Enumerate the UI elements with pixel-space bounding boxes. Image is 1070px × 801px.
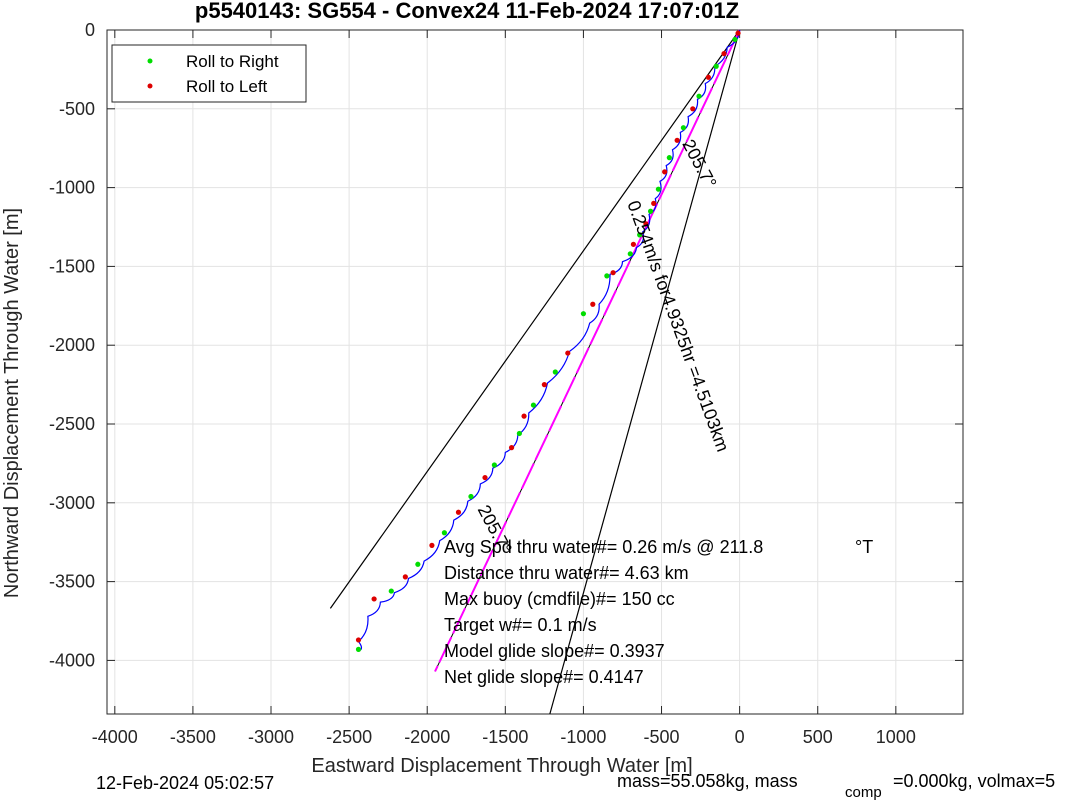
x-tick-label: -4000 bbox=[92, 727, 138, 747]
roll-right-point bbox=[627, 251, 633, 257]
y-tick-label: 0 bbox=[85, 20, 95, 40]
roll-right-point bbox=[491, 462, 497, 468]
roll-right-point bbox=[441, 530, 448, 536]
x-tick-label: 1000 bbox=[876, 727, 916, 747]
roll-left-point bbox=[690, 106, 696, 112]
annotation-target-w: Target w#= 0.1 m/s bbox=[444, 615, 597, 635]
y-tick-label: -4000 bbox=[49, 650, 95, 670]
roll-right-point bbox=[355, 646, 362, 652]
y-axis-label: Northward Displacement Through Water [m] bbox=[1, 208, 23, 598]
annotation-unit: °T bbox=[855, 537, 873, 557]
roll-right-point bbox=[680, 125, 686, 131]
x-axis-label: Eastward Displacement Through Water [m] bbox=[311, 755, 692, 777]
roll-right-point bbox=[655, 186, 662, 192]
roll-left-point bbox=[455, 509, 462, 515]
roll-right-point bbox=[388, 588, 394, 594]
y-tick-label: -2000 bbox=[49, 335, 95, 355]
footer-mass-rest: =0.000kg, volmax=5 bbox=[893, 771, 1055, 791]
roll-left-point bbox=[371, 596, 377, 602]
roll-left-point bbox=[643, 221, 649, 227]
roll-right-point bbox=[415, 561, 421, 567]
annotation-block: Avg Spd thru water#= 0.26 m/s @ 211.8 °T… bbox=[444, 537, 873, 687]
legend-marker-roll-right bbox=[147, 58, 153, 64]
line-labels: 205.7°205.7°0.254m/s for4.9325hr =4.5103… bbox=[474, 136, 733, 557]
y-tick-label: -1500 bbox=[49, 256, 95, 276]
x-tick-label: -1000 bbox=[560, 727, 606, 747]
annotation-distance: Distance thru water#= 4.63 km bbox=[444, 563, 689, 583]
annotation-avg-speed: Avg Spd thru water#= 0.26 m/s @ 211.8 bbox=[444, 537, 763, 557]
x-tick-label: -3000 bbox=[248, 727, 294, 747]
footer-date: 12-Feb-2024 05:02:57 bbox=[96, 773, 274, 793]
roll-right-point bbox=[530, 402, 537, 408]
y-tick-label: -3500 bbox=[49, 572, 95, 592]
line-label-1: 205.7° bbox=[678, 136, 720, 192]
roll-left-point bbox=[402, 574, 408, 580]
roll-right-point bbox=[637, 232, 643, 238]
legend-label-roll-left: Roll to Left bbox=[186, 77, 268, 96]
y-tick-label: -500 bbox=[59, 99, 95, 119]
grid bbox=[107, 29, 963, 714]
line-label-2: 0.254m/s for4.9325hr =4.5103km bbox=[623, 198, 733, 454]
roll-right-point bbox=[516, 430, 522, 437]
roll-left-point bbox=[610, 270, 616, 276]
wedge-lines bbox=[329, 29, 741, 715]
y-tick-labels: 0 -500 -1000 -1500 -2000 -2500 -3000 -3500 -4000 bbox=[49, 20, 95, 670]
y-tick-label: -3000 bbox=[49, 493, 95, 513]
roll-left-point bbox=[674, 137, 680, 143]
x-tick-label: -2500 bbox=[326, 727, 372, 747]
roll-left-point bbox=[590, 301, 596, 307]
roll-left-point bbox=[541, 382, 547, 388]
roll-left-point bbox=[508, 445, 515, 451]
roll-right-point bbox=[552, 369, 558, 375]
roll-left-point bbox=[482, 474, 488, 481]
legend-label-roll-right: Roll to Right bbox=[186, 52, 279, 71]
y-tick-label: -1000 bbox=[49, 178, 95, 198]
x-tick-label: -3500 bbox=[170, 727, 216, 747]
roll-left-point bbox=[705, 74, 711, 80]
roll-left-point bbox=[521, 413, 527, 419]
annotation-max-buoy: Max buoy (cmdfile)#= 150 cc bbox=[444, 589, 675, 609]
annotation-net-glide-slope: Net glide slope#= 0.4147 bbox=[444, 667, 644, 687]
wedge-line-1 bbox=[549, 29, 741, 715]
roll-right-point bbox=[666, 155, 672, 161]
legend: Roll to Right Roll to Left bbox=[111, 44, 307, 103]
roll-left-point bbox=[565, 350, 571, 356]
legend-marker-roll-left bbox=[147, 83, 153, 89]
roll-left-point bbox=[651, 200, 657, 206]
footer-mass-subscript: comp bbox=[845, 784, 882, 801]
x-tick-label: -500 bbox=[644, 727, 680, 747]
chart-title: p5540143: SG554 - Convex24 11-Feb-2024 1… bbox=[195, 0, 739, 23]
roll-right-point bbox=[468, 493, 474, 500]
roll-left-point bbox=[355, 637, 362, 643]
x-tick-label: 500 bbox=[803, 727, 833, 747]
roll-left-point bbox=[721, 51, 727, 57]
roll-left-point bbox=[735, 30, 741, 36]
roll-right-point bbox=[732, 36, 738, 43]
x-tick-label: -2000 bbox=[404, 727, 450, 747]
roll-right-point bbox=[647, 208, 654, 214]
plot-area-frame bbox=[106, 29, 964, 715]
roll-right-point bbox=[604, 273, 610, 279]
x-tick-label: 0 bbox=[735, 727, 745, 747]
roll-left-point bbox=[630, 241, 637, 247]
wedge-line-0 bbox=[329, 29, 741, 609]
footer-mass: mass=55.058kg, mass bbox=[617, 771, 798, 791]
roll-right-point bbox=[713, 63, 719, 69]
legend-box bbox=[111, 44, 307, 103]
heading-line bbox=[434, 29, 741, 672]
x-tick-label: -1500 bbox=[482, 727, 528, 747]
heading-line-magenta bbox=[434, 29, 741, 672]
roll-markers bbox=[355, 30, 741, 652]
roll-right-point bbox=[696, 93, 702, 99]
x-tick-labels: -4000 -3500 -3000 -2500 -2000 -1500 -1000 -500 0… bbox=[92, 727, 916, 747]
roll-right-point bbox=[580, 311, 587, 317]
y-tick-label: -2500 bbox=[49, 414, 95, 434]
annotation-model-glide-slope: Model glide slope#= 0.3937 bbox=[444, 641, 665, 661]
roll-left-point bbox=[429, 542, 435, 548]
roll-left-point bbox=[662, 169, 668, 175]
